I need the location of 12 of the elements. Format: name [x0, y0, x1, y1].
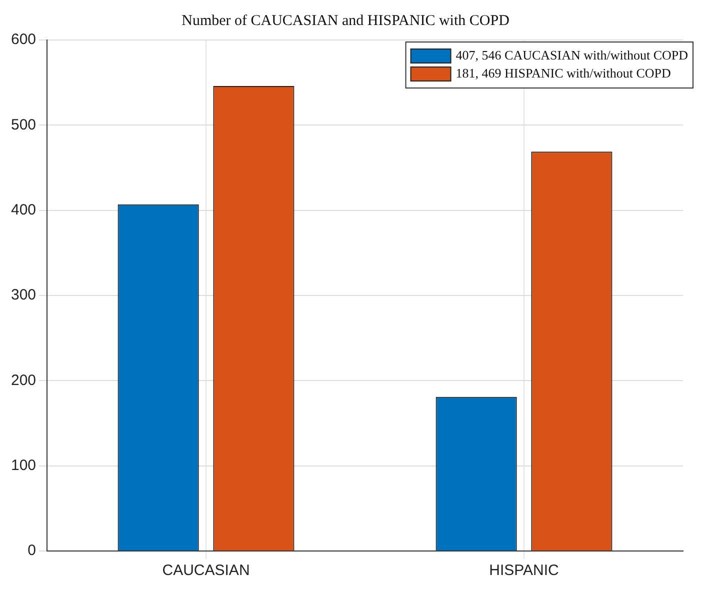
legend-label: 407, 546 CAUCASIAN with/without COPD [456, 47, 688, 62]
y-tick-label: 300 [10, 286, 36, 304]
y-tick-label: 100 [10, 456, 36, 474]
legend-label: 181, 469 HISPANIC with/without COPD [456, 65, 671, 80]
chart-title: Number of CAUCASIAN and HISPANIC with COPD [182, 12, 510, 29]
y-tick-label: 400 [10, 201, 36, 218]
y-tick-label: 500 [10, 116, 36, 134]
y-tick-label: 200 [10, 372, 36, 389]
x-tick-label: HISPANIC [489, 562, 560, 580]
y-tick-label: 0 [28, 542, 36, 560]
y-tick-label: 600 [10, 31, 36, 48]
x-tick-label: CAUCASIAN [162, 562, 250, 580]
